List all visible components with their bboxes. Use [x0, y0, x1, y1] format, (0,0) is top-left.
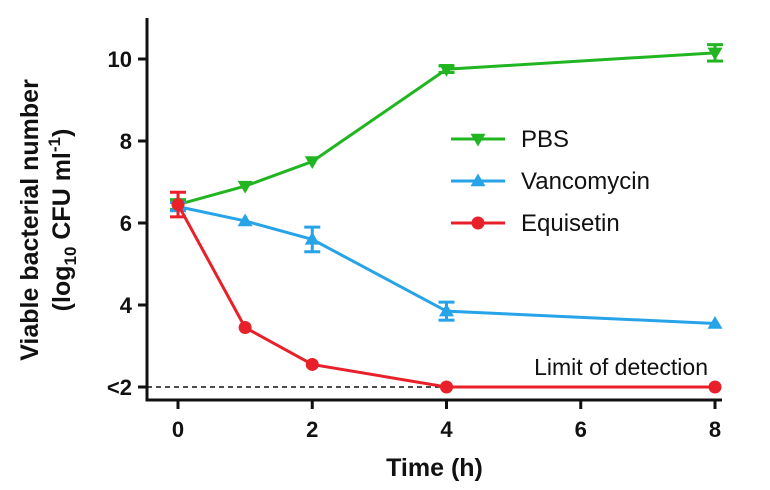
limit-of-detection: Limit of detection [147, 354, 722, 388]
data-point [470, 133, 486, 147]
x-tick-label: 0 [172, 417, 184, 442]
x-tick-label: 4 [440, 417, 453, 442]
data-point [171, 198, 185, 212]
y-axis-title-post: ) [48, 129, 76, 137]
y-axis-title-sub: 10 [61, 247, 80, 266]
y-tick-label: 6 [120, 211, 132, 236]
y-axis-title-mid: CFU ml [48, 152, 76, 246]
legend-item-vancomycin: Vancomycin [451, 168, 650, 195]
data-point [439, 64, 454, 77]
data-point [708, 380, 722, 394]
y-tick-label: 8 [120, 129, 132, 154]
data-point [305, 357, 319, 371]
y-axis-title: Viable bacterial number (log10 CFU ml-1) [16, 79, 80, 361]
series-pbs [170, 43, 723, 213]
data-point [707, 315, 723, 329]
y-axis-title-line1: Viable bacterial number [16, 79, 44, 361]
legend-label: Equisetin [521, 210, 620, 237]
axes: 0 2 4 6 8 <2 4 6 8 10 [107, 18, 722, 442]
data-point [439, 303, 454, 317]
data-point [304, 156, 320, 169]
y-tick-label: 4 [120, 293, 133, 318]
data-point [471, 216, 485, 230]
legend-label: PBS [521, 126, 569, 153]
data-point [470, 173, 486, 187]
legend: PBS Vancomycin Equisetin [451, 126, 650, 237]
data-point [237, 213, 253, 227]
series-equisetin [170, 190, 722, 394]
x-tick-label: 6 [575, 417, 587, 442]
series-vancomycin [170, 199, 723, 329]
data-point [707, 47, 723, 61]
y-tick-label: 10 [108, 47, 132, 72]
legend-label: Vancomycin [521, 168, 650, 195]
series-layer [170, 43, 723, 394]
y-axis-title-line2: (log [48, 266, 76, 312]
data-point [238, 321, 252, 335]
y-axis-title-sup: -1 [45, 137, 64, 152]
data-point [237, 180, 253, 194]
legend-item-equisetin: Equisetin [451, 210, 620, 237]
limit-of-detection-label: Limit of detection [534, 354, 708, 380]
y-tick-label: <2 [107, 375, 132, 400]
x-axis-title: Time (h) [386, 454, 483, 482]
x-tick-label: 2 [306, 417, 318, 442]
x-tick-label: 8 [709, 417, 721, 442]
data-point [304, 231, 320, 245]
data-point [440, 380, 453, 394]
legend-item-pbs: PBS [451, 126, 569, 153]
